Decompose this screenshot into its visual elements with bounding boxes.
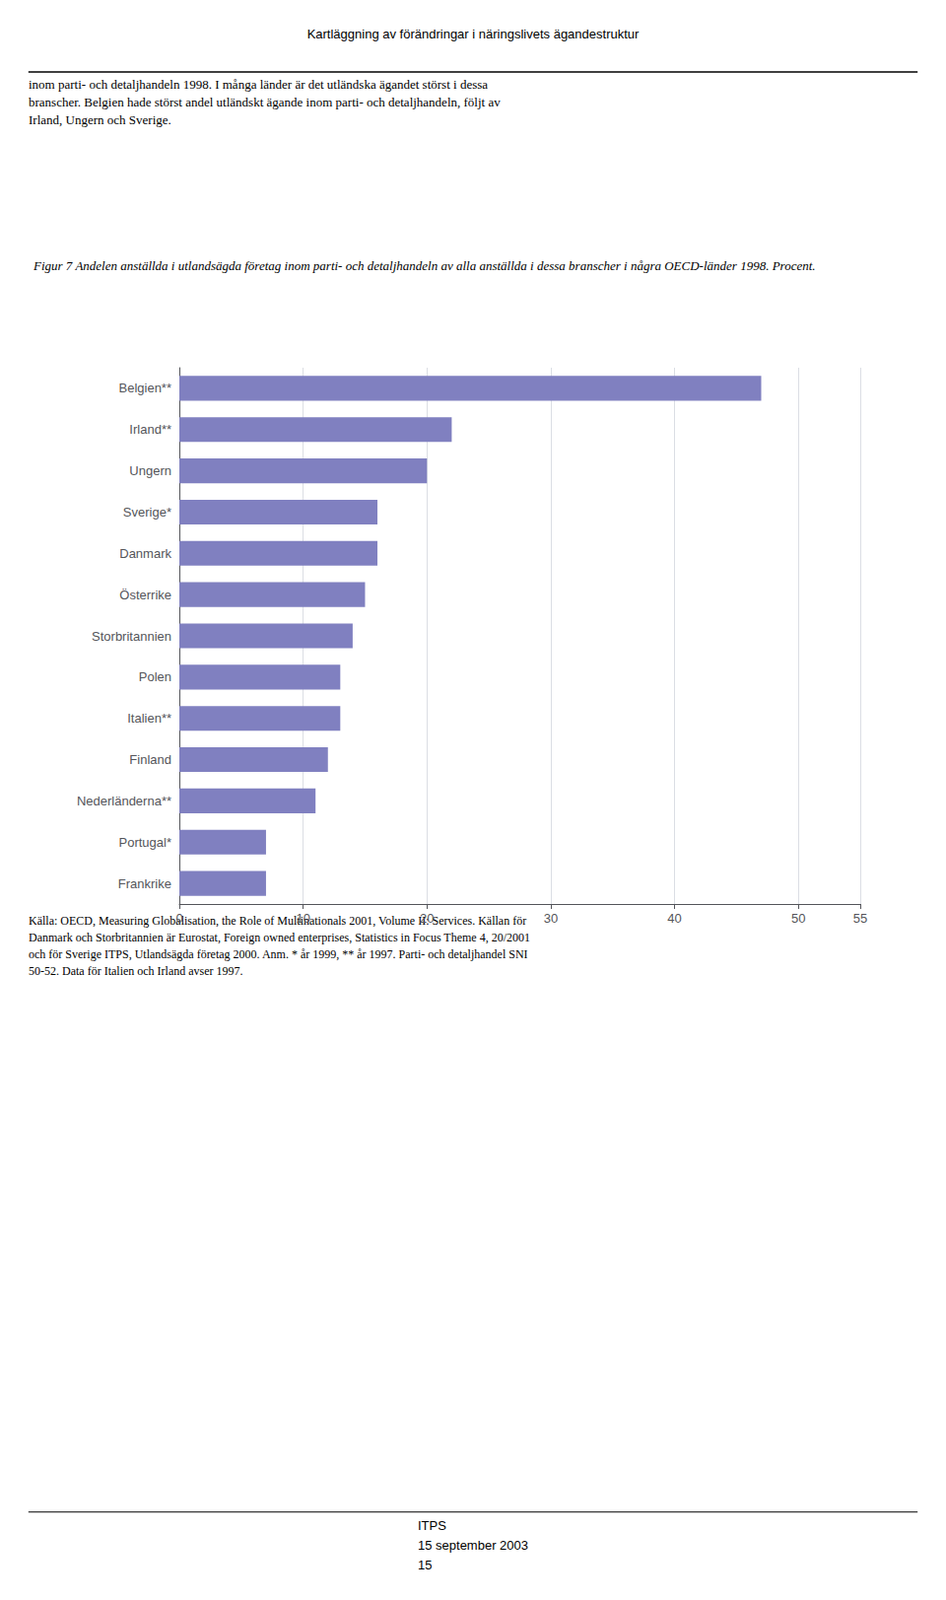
svg-text:inom parti- och detaljhandeln: inom parti- och detaljhandeln 1998. I må… — [28, 76, 488, 92]
svg-text:och för Sverige ITPS, Utlandsä: och för Sverige ITPS, Utlandsägda företa… — [28, 946, 529, 961]
svg-text:Figur 7 Andelen anställda i ut: Figur 7 Andelen anställda i utlandsägda … — [32, 258, 816, 273]
svg-text:Finland: Finland — [129, 751, 172, 767]
svg-text:30: 30 — [543, 910, 558, 926]
svg-text:50: 50 — [791, 910, 806, 926]
svg-text:50-52. Data för Italien och Ir: 50-52. Data för Italien och Irland avser… — [28, 963, 244, 978]
svg-text:Storbritannien: Storbritannien — [91, 628, 172, 644]
svg-text:Nederländerna**: Nederländerna** — [76, 793, 172, 809]
svg-text:Danmark: Danmark — [119, 545, 172, 561]
svg-text:15: 15 — [417, 1556, 432, 1572]
svg-text:branscher. Belgien hade störst: branscher. Belgien hade störst andel utl… — [28, 94, 501, 110]
svg-text:Irland, Ungern och Sverige.: Irland, Ungern och Sverige. — [28, 112, 172, 128]
svg-text:15 september 2003: 15 september 2003 — [417, 1537, 529, 1553]
svg-text:20: 20 — [419, 910, 434, 926]
svg-text:Kartläggning av förändringar i: Kartläggning av förändringar i näringsli… — [307, 26, 640, 42]
svg-text:Österrike: Österrike — [119, 587, 172, 603]
svg-text:Portugal*: Portugal* — [119, 834, 172, 850]
svg-text:0: 0 — [175, 910, 183, 926]
svg-text:ITPS: ITPS — [417, 1517, 447, 1533]
svg-text:10: 10 — [295, 910, 310, 926]
svg-text:Frankrike: Frankrike — [118, 876, 172, 891]
svg-text:Belgien**: Belgien** — [119, 380, 173, 396]
svg-text:Ungern: Ungern — [129, 463, 172, 478]
svg-text:Källa: OECD, Measuring Globali: Källa: OECD, Measuring Globalisation, th… — [28, 913, 527, 928]
svg-text:Italien**: Italien** — [127, 710, 172, 726]
svg-text:40: 40 — [667, 910, 681, 926]
svg-text:55: 55 — [853, 910, 868, 926]
svg-text:Sverige*: Sverige* — [123, 504, 172, 520]
svg-text:Polen: Polen — [138, 669, 172, 684]
svg-text:Irland**: Irland** — [129, 421, 172, 437]
svg-text:Danmark och Storbritannien är: Danmark och Storbritannien är Eurostat, … — [28, 930, 531, 945]
